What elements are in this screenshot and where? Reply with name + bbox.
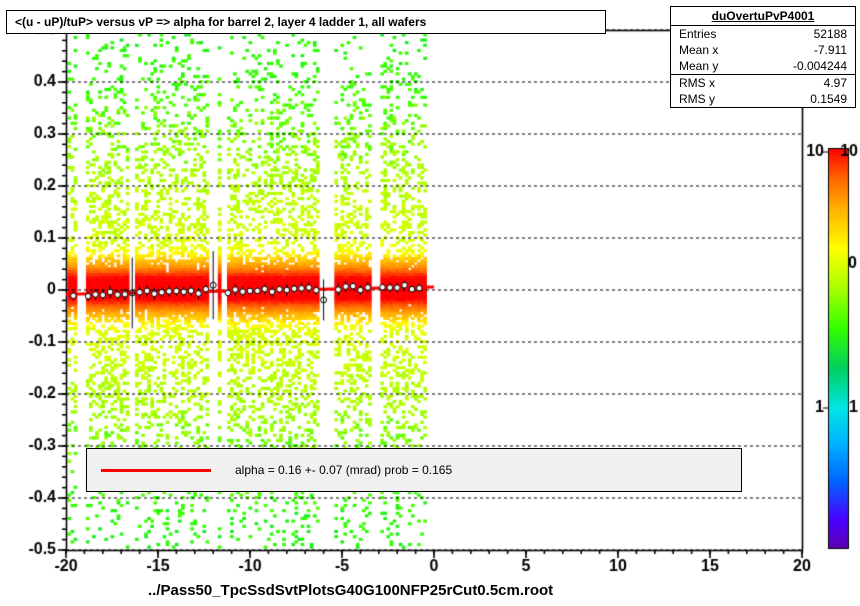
stats-value: 0.1549 — [810, 92, 847, 106]
stats-label: RMS y — [679, 92, 715, 106]
stats-label: Mean y — [679, 59, 718, 73]
fit-legend-text: alpha = 0.16 +- 0.07 (mrad) prob = 0.165 — [235, 463, 452, 477]
fit-legend-line — [101, 469, 211, 472]
stats-row-meany: Mean y -0.004244 — [671, 58, 855, 74]
stats-row-rmsx: RMS x 4.97 — [671, 75, 855, 91]
stats-value: -0.004244 — [793, 59, 847, 73]
fit-legend-box: alpha = 0.16 +- 0.07 (mrad) prob = 0.165 — [86, 448, 742, 492]
stats-histogram-name: duOvertuPvP4001 — [671, 7, 855, 26]
plot-title-box: <(u - uP)/tuP> versus vP => alpha for ba… — [6, 10, 606, 34]
stats-row-meanx: Mean x -7.911 — [671, 42, 855, 58]
plot-title: <(u - uP)/tuP> versus vP => alpha for ba… — [15, 15, 426, 29]
stats-box: duOvertuPvP4001 Entries 52188 Mean x -7.… — [670, 6, 856, 108]
stats-label: Entries — [679, 27, 716, 41]
stats-value: 52188 — [814, 27, 847, 41]
stats-row-rmsy: RMS y 0.1549 — [671, 91, 855, 107]
stats-row-entries: Entries 52188 — [671, 26, 855, 42]
stats-label: RMS x — [679, 76, 715, 90]
stats-value: -7.911 — [814, 43, 847, 57]
stats-value: 4.97 — [824, 76, 847, 90]
stats-label: Mean x — [679, 43, 718, 57]
footer-filename: ../Pass50_TpcSsdSvtPlotsG40G100NFP25rCut… — [148, 582, 553, 599]
